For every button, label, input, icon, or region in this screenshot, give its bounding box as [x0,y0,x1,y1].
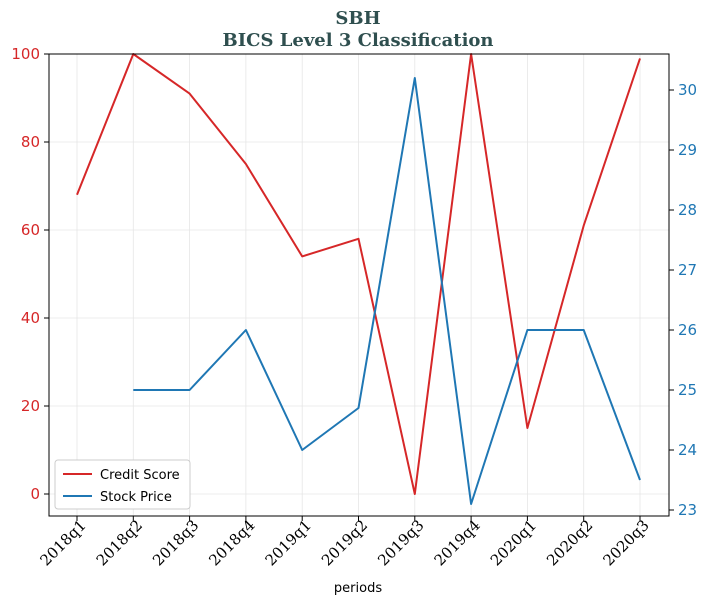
y-right-tick-label: 29 [678,141,697,159]
x-tick-label: 2019q4 [431,516,484,569]
y-left-tick-label: 100 [11,45,40,63]
legend: Credit Score Stock Price [54,459,191,510]
series-line-credit-score [76,53,641,495]
y-right-tick-label: 24 [678,441,697,459]
x-tick-label: 2019q1 [262,516,315,569]
x-tick-label: 2018q1 [36,516,89,569]
y-right-tick-label: 30 [678,81,697,99]
x-tick-label: 2020q1 [487,516,540,569]
x-tick-label: 2019q2 [318,516,371,569]
chart-subtitle: BICS Level 3 Classification [222,30,493,51]
series-line-stock-price [133,77,641,505]
x-tick-label: 2020q2 [543,516,596,569]
y-right-tick-label: 26 [678,321,697,339]
grid [49,53,669,516]
y-right-tick-label: 23 [678,501,697,519]
legend-label-credit-score: Credit Score [100,468,180,483]
plot-frame [48,53,670,517]
y-right-tick-label: 27 [678,261,697,279]
x-tick-label: 2018q3 [149,516,202,569]
legend-label-stock-price: Stock Price [100,490,172,505]
x-tick-label: 2018q2 [93,516,146,569]
x-tick-label: 2018q4 [205,516,258,569]
x-axis-label: periods [334,581,382,596]
y-left-tick-label: 40 [21,309,40,327]
y-right-tick-label: 28 [678,201,697,219]
x-tick-label: 2019q3 [374,516,427,569]
y-right-tick-label: 25 [678,381,697,399]
chart-title: SBH [335,8,380,29]
series-layer [76,53,641,505]
y-left-tick-label: 60 [21,221,40,239]
y-left-tick-label: 80 [21,133,40,151]
y-left-tick-label: 20 [21,397,40,415]
x-tick-label: 2020q3 [599,516,652,569]
y-left-tick-label: 0 [30,485,40,503]
